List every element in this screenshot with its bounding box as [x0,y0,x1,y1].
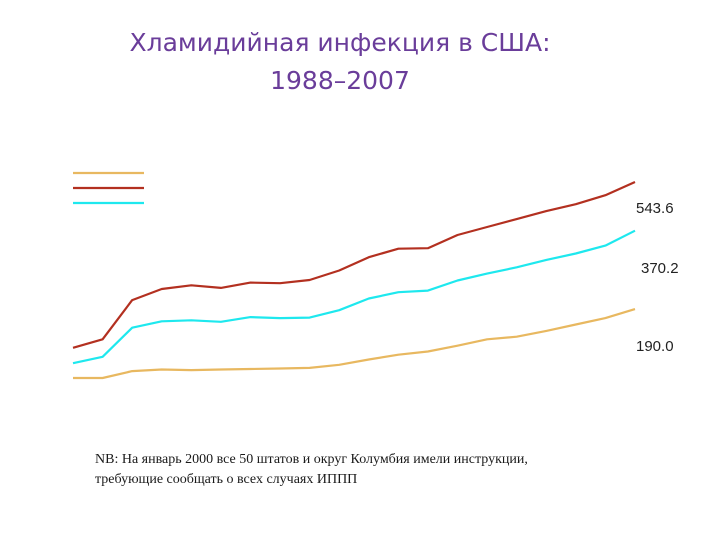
chart-title: Хламидийная инфекция в США: 1988–2007 [60,24,620,100]
end-value-label-2: 370.2 [641,260,679,277]
end-value-labels: 543.6 370.2 190.0 [636,200,679,355]
footnote-line-1: NB: На январь 2000 все 50 штатов и округ… [95,452,528,467]
series-line-2 [72,229,636,365]
series-line-3 [73,308,636,380]
chart-title-line-2: 1988–2007 [270,66,410,95]
end-value-label-3: 190.0 [636,338,674,355]
end-value-label-1: 543.6 [636,200,674,217]
series-line-1 [72,180,636,349]
series-lines [72,180,636,380]
chart-title-line-1: Хламидийная инфекция в США: [129,28,551,57]
footnote-line-2: требующие сообщать о всех случаях ИППП [95,472,358,487]
legend [73,171,144,205]
footnote: NB: На январь 2000 все 50 штатов и округ… [95,450,635,490]
